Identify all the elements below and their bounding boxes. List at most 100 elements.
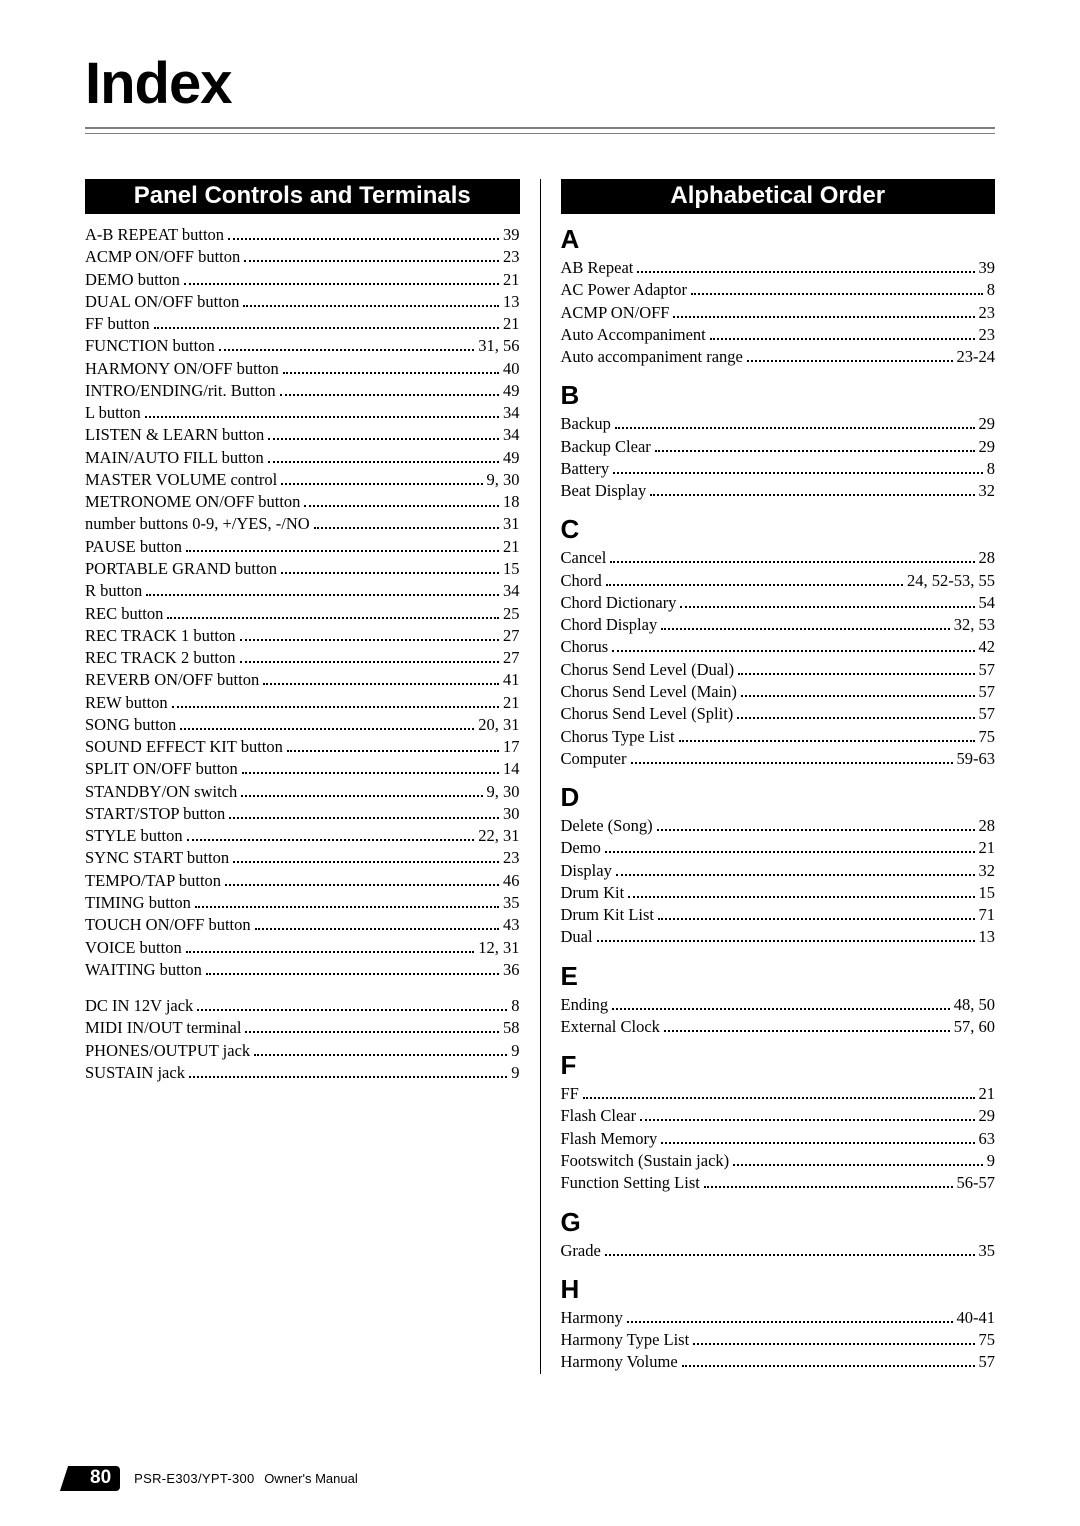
index-entry: AB Repeat39 (561, 257, 996, 279)
index-term: PORTABLE GRAND button (85, 558, 277, 580)
leader-dots (597, 940, 975, 942)
index-entry: External Clock57, 60 (561, 1016, 996, 1038)
index-term: MAIN/AUTO FILL button (85, 447, 264, 469)
index-term: PAUSE button (85, 536, 182, 558)
index-entry: Backup29 (561, 413, 996, 435)
index-term: FF (561, 1083, 579, 1105)
index-entry: Auto Accompaniment23 (561, 324, 996, 346)
leader-dots (637, 271, 974, 273)
index-entry: Chorus Send Level (Main)57 (561, 681, 996, 703)
index-term: Display (561, 860, 612, 882)
index-page: 75 (977, 726, 996, 748)
index-term: ACMP ON/OFF button (85, 246, 240, 268)
index-term: Flash Memory (561, 1128, 658, 1150)
index-term: L button (85, 402, 141, 424)
index-page: 43 (501, 914, 520, 936)
leader-dots (682, 1365, 975, 1367)
index-page: 49 (501, 447, 520, 469)
index-entry: REW button21 (85, 692, 520, 714)
leader-dots (304, 505, 499, 507)
index-page: 9 (509, 1062, 519, 1084)
index-term: SONG button (85, 714, 176, 736)
index-entry: Beat Display32 (561, 480, 996, 502)
leader-dots (661, 1142, 974, 1144)
index-page: 48, 50 (952, 994, 995, 1016)
index-term: ACMP ON/OFF (561, 302, 670, 324)
leader-dots (281, 483, 482, 485)
index-term: Ending (561, 994, 609, 1016)
index-page: 15 (977, 882, 996, 904)
index-page: 27 (501, 625, 520, 647)
index-page: 34 (501, 424, 520, 446)
index-term: WAITING button (85, 959, 202, 981)
index-term: Flash Clear (561, 1105, 637, 1127)
index-term: SYNC START button (85, 847, 229, 869)
index-entry: Display32 (561, 860, 996, 882)
leader-dots (280, 394, 499, 396)
index-page: 27 (501, 647, 520, 669)
index-page: 23-24 (955, 346, 996, 368)
index-term: Cancel (561, 547, 607, 569)
leader-dots (615, 427, 975, 429)
index-page: 41 (501, 669, 520, 691)
footer-manual: Owner's Manual (264, 1471, 358, 1486)
leader-dots (287, 750, 499, 752)
index-entry: REC TRACK 1 button27 (85, 625, 520, 647)
index-entry: Computer59-63 (561, 748, 996, 770)
index-page: 59-63 (955, 748, 996, 770)
leader-dots (243, 305, 499, 307)
index-entry: Chord Dictionary54 (561, 592, 996, 614)
index-page: 34 (501, 402, 520, 424)
index-term: MASTER VOLUME control (85, 469, 277, 491)
index-entry: PAUSE button 21 (85, 536, 520, 558)
index-entry: R button34 (85, 580, 520, 602)
leader-dots (650, 494, 974, 496)
index-entry: STANDBY/ON switch9, 30 (85, 781, 520, 803)
index-entry: SUSTAIN jack9 (85, 1062, 520, 1084)
index-entry: TOUCH ON/OFF button43 (85, 914, 520, 936)
leader-dots (314, 527, 499, 529)
index-term: Demo (561, 837, 601, 859)
leader-dots (613, 472, 983, 474)
index-entry: Demo21 (561, 837, 996, 859)
index-entry: TIMING button35 (85, 892, 520, 914)
index-page: 32, 53 (952, 614, 995, 636)
index-entry: Dual13 (561, 926, 996, 948)
leader-dots (172, 706, 499, 708)
index-entry: WAITING button36 (85, 959, 520, 981)
index-page: 22, 31 (476, 825, 519, 847)
index-entry: Cancel28 (561, 547, 996, 569)
alpha-letter-heading: H (561, 1274, 996, 1305)
index-page: 42 (977, 636, 996, 658)
index-entry: AC Power Adaptor8 (561, 279, 996, 301)
leader-dots (616, 874, 975, 876)
index-entry: Harmony Type List75 (561, 1329, 996, 1351)
index-page: 54 (977, 592, 996, 614)
index-page: 25 (501, 603, 520, 625)
leader-dots (245, 1031, 499, 1033)
index-page: 35 (501, 892, 520, 914)
index-entry: SOUND EFFECT KIT button17 (85, 736, 520, 758)
index-entry: HARMONY ON/OFF button40 (85, 358, 520, 380)
index-entry: ACMP ON/OFF23 (561, 302, 996, 324)
leader-dots (606, 584, 903, 586)
index-page: 21 (501, 536, 520, 558)
index-entry: PHONES/OUTPUT jack9 (85, 1040, 520, 1062)
leader-dots (691, 293, 983, 295)
right-column: Alphabetical Order AAB Repeat39AC Power … (541, 179, 996, 1374)
index-page: 24, 52-53, 55 (905, 570, 995, 592)
alpha-letter-heading: F (561, 1050, 996, 1081)
panel-controls-list: A-B REPEAT button39ACMP ON/OFF button23D… (85, 224, 520, 981)
alpha-letter-heading: A (561, 224, 996, 255)
index-columns: Panel Controls and Terminals A-B REPEAT … (85, 179, 995, 1374)
leader-dots (187, 839, 475, 841)
index-page: 29 (977, 436, 996, 458)
index-term: METRONOME ON/OFF button (85, 491, 300, 513)
index-page: 23 (977, 324, 996, 346)
index-page: 8 (985, 458, 995, 480)
leader-dots (612, 650, 974, 652)
leader-dots (605, 1254, 975, 1256)
index-page: 9, 30 (485, 781, 520, 803)
index-entry: SYNC START button23 (85, 847, 520, 869)
index-entry: Chorus Send Level (Split)57 (561, 703, 996, 725)
